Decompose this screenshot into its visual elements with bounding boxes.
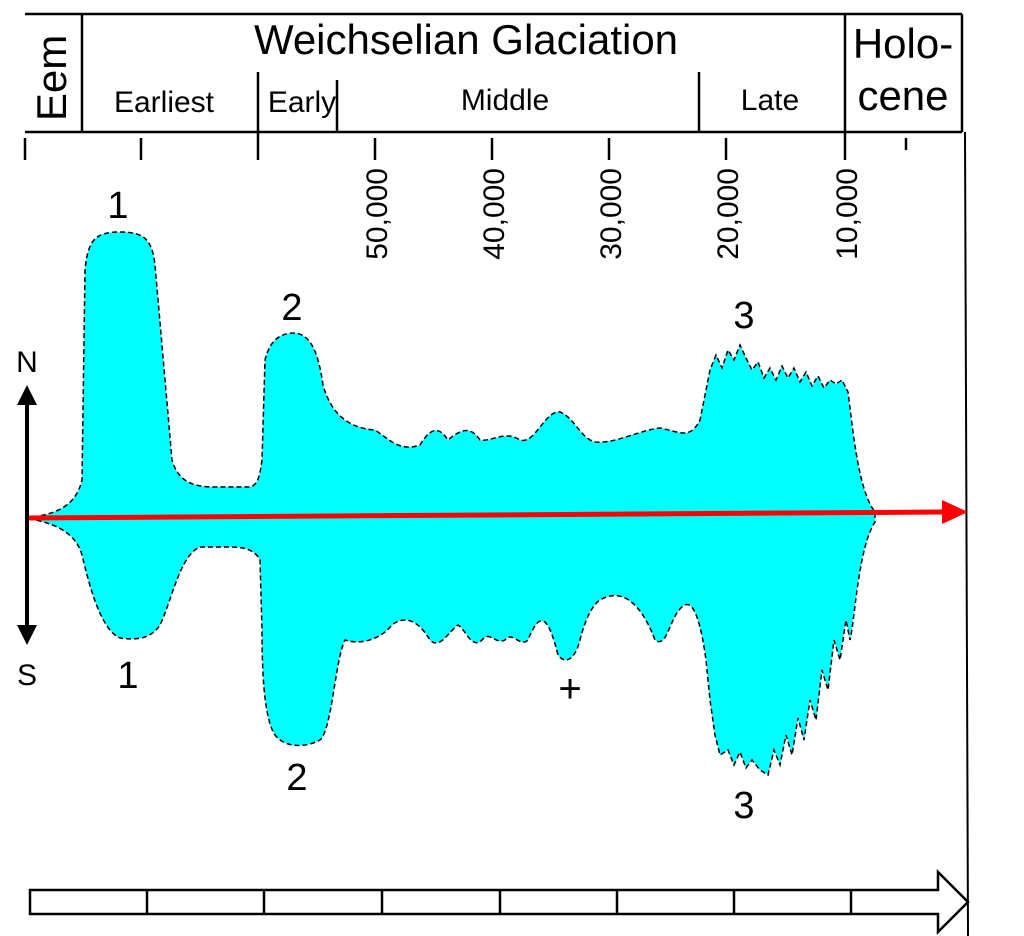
tick-label-20000: 20,000 [712,168,745,260]
subperiod-earliest: Earliest [114,86,215,119]
north-peak-3-label: 3 [733,295,754,337]
eem-label: Eem [28,35,75,121]
north-south-arrow [17,385,37,645]
tick-label-50000: 50,000 [361,168,394,260]
right-frame-line [964,131,969,936]
glaciation-title: Weichselian Glaciation [254,16,678,63]
north-peak-1-label: 1 [107,185,128,227]
north-peak-2-label: 2 [281,287,302,329]
holocene-label-line2: cene [857,72,948,119]
holocene-label-line1: Holo- [853,20,953,67]
south-peak-1-label: 1 [117,655,138,697]
ice-extent-shape [24,231,876,777]
time-axis-arrow [24,500,968,524]
subperiod-middle: Middle [461,84,549,117]
subperiod-late: Late [741,84,799,117]
header-table [25,12,964,160]
south-peak-3-label: 3 [733,785,754,827]
subperiod-early: Early [268,86,336,119]
tick-label-40000: 40,000 [478,168,511,260]
timescale-ticks [23,132,908,160]
tick-label-30000: 30,000 [595,168,628,260]
south-peak-2-label: 2 [286,757,307,799]
bottom-time-arrow [28,868,970,936]
tick-label-10000: 10,000 [831,168,864,260]
compass-north-label: N [16,346,38,379]
plus-marker: + [558,667,581,711]
compass-south-label: S [17,659,37,692]
